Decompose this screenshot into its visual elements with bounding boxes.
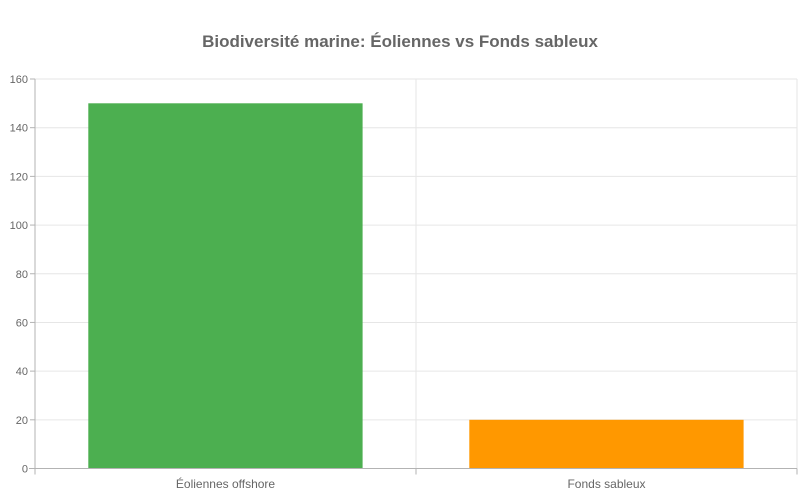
x-category-label-fonds-sableux: Fonds sableux — [567, 477, 645, 491]
y-tick-label: 0 — [22, 464, 28, 476]
y-tick-label: 120 — [10, 171, 28, 183]
bar-eoliennes-offshore — [88, 103, 363, 469]
y-tick-label: 100 — [10, 220, 28, 232]
bar-fonds-sableux — [469, 419, 744, 469]
y-tick-label: 140 — [10, 123, 28, 135]
y-tick-label: 160 — [10, 74, 28, 86]
y-tick-label: 20 — [16, 415, 28, 427]
y-tick-label: 80 — [16, 269, 28, 281]
y-tick-label: 60 — [16, 317, 28, 329]
x-category-label-eoliennes-offshore: Éoliennes offshore — [176, 476, 276, 491]
chart-title: Biodiversité marine: Éoliennes vs Fonds … — [202, 32, 598, 51]
y-tick-label: 40 — [16, 366, 28, 378]
